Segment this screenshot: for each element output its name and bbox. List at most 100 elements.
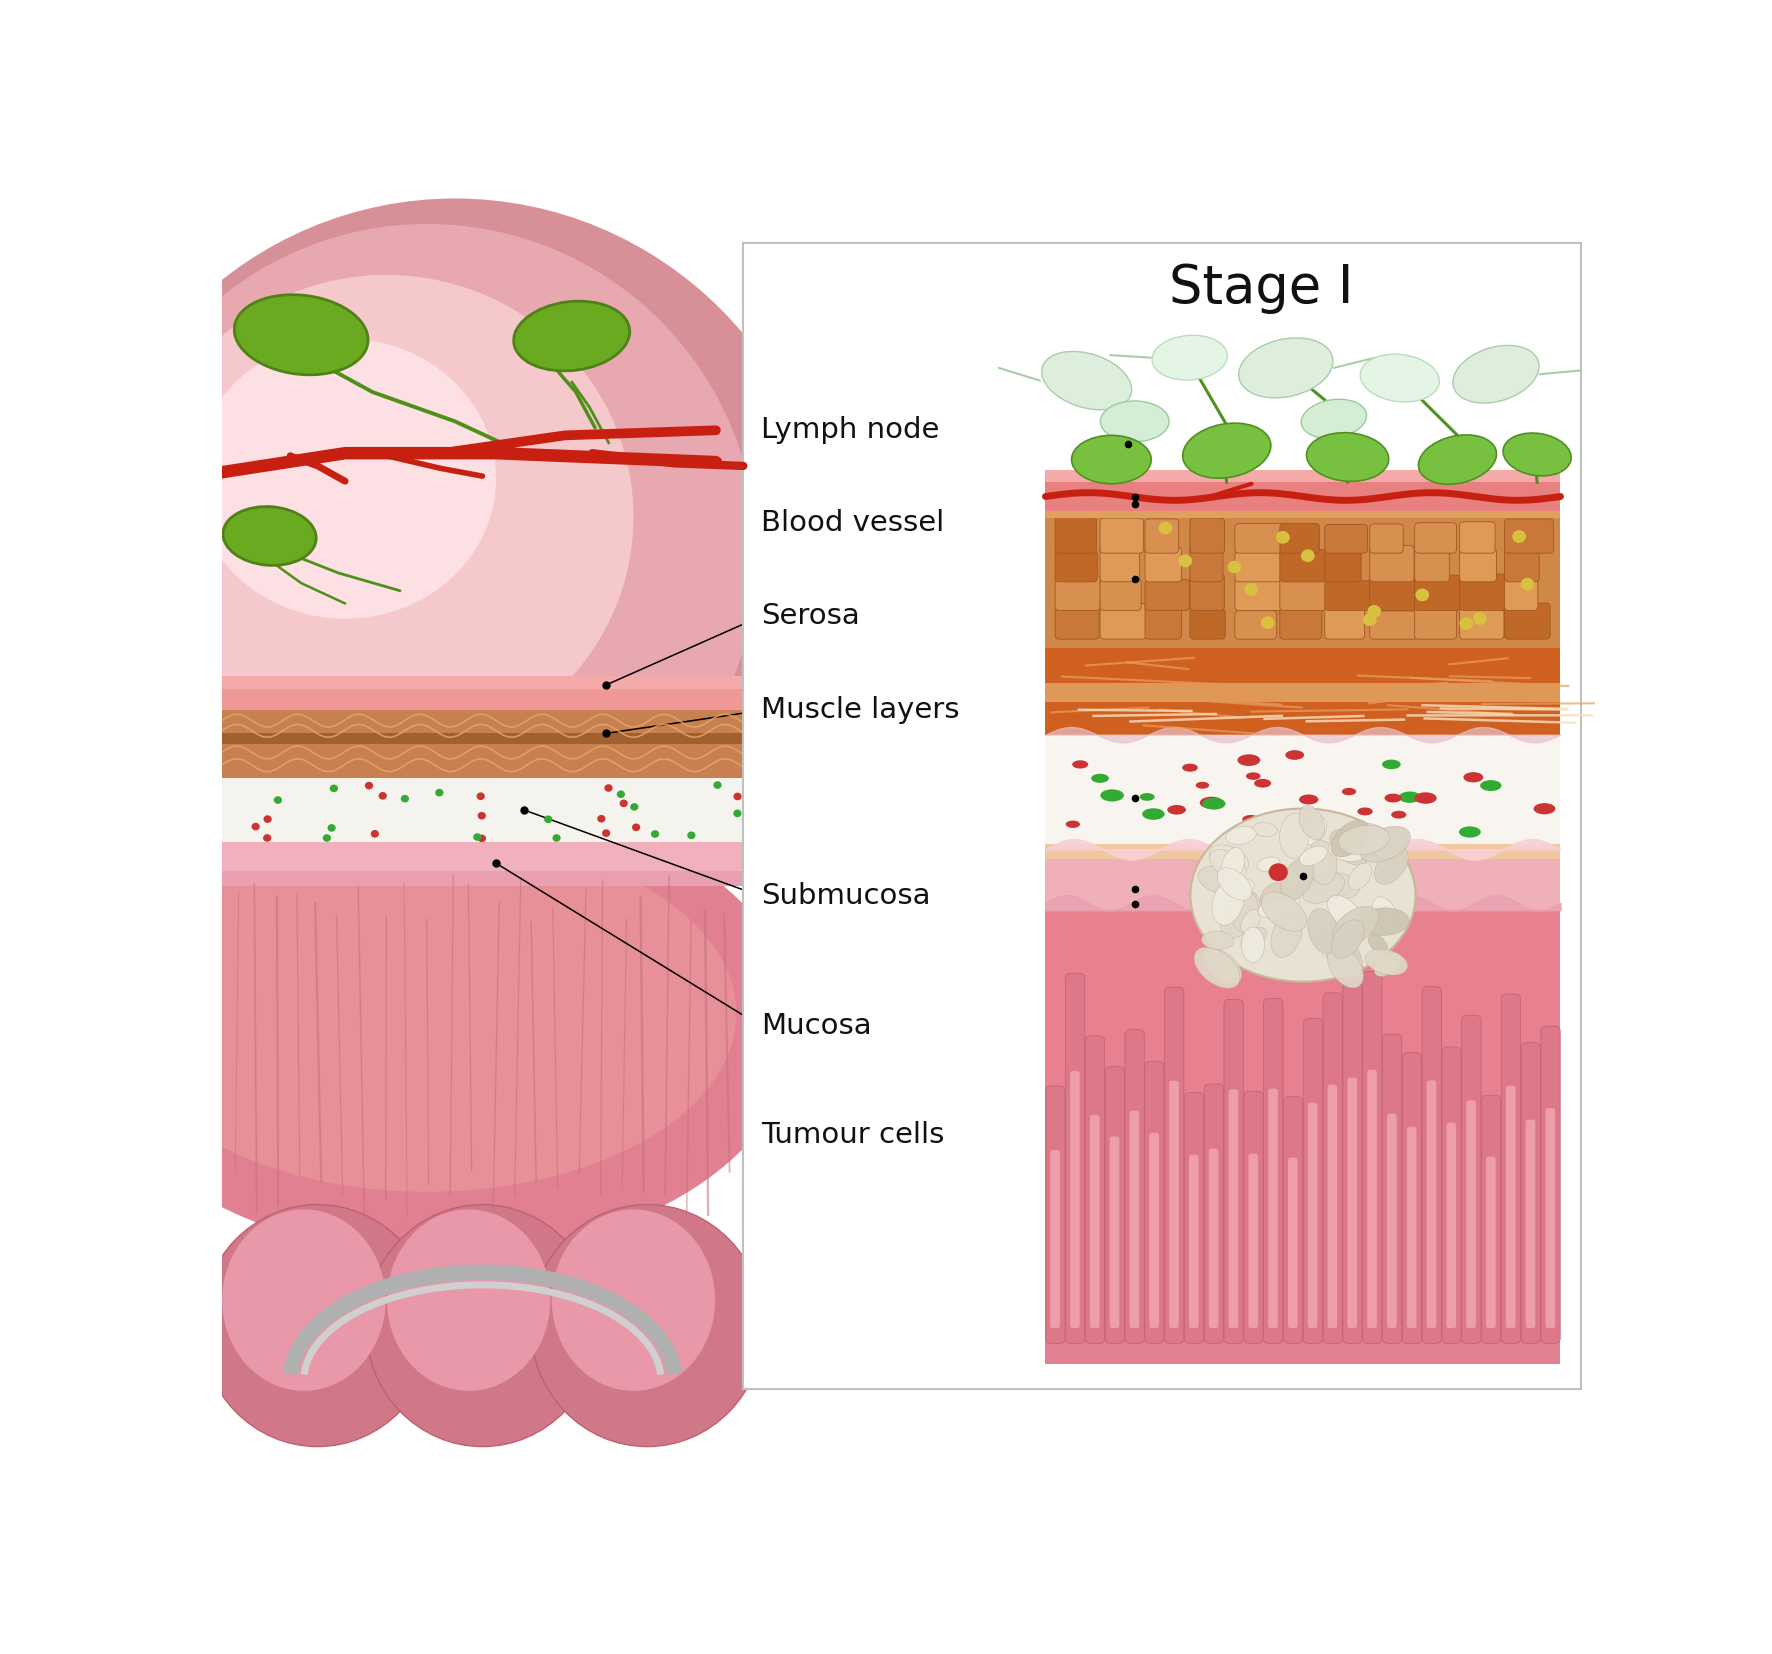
FancyBboxPatch shape xyxy=(1235,610,1278,638)
Ellipse shape xyxy=(1458,827,1481,837)
Ellipse shape xyxy=(1271,915,1302,958)
Bar xyxy=(1045,508,1561,518)
Bar xyxy=(1045,844,1561,860)
Ellipse shape xyxy=(1480,781,1501,791)
Polygon shape xyxy=(222,711,771,777)
Circle shape xyxy=(1473,612,1487,625)
Text: Blood vessel: Blood vessel xyxy=(762,509,944,538)
FancyBboxPatch shape xyxy=(1191,574,1224,610)
FancyBboxPatch shape xyxy=(1370,576,1418,610)
Ellipse shape xyxy=(1092,774,1109,782)
Ellipse shape xyxy=(1331,920,1364,958)
Circle shape xyxy=(688,832,695,839)
Circle shape xyxy=(1363,614,1377,627)
Ellipse shape xyxy=(1361,354,1439,402)
FancyBboxPatch shape xyxy=(1460,574,1506,610)
FancyBboxPatch shape xyxy=(1109,1136,1120,1328)
FancyBboxPatch shape xyxy=(1368,1070,1377,1328)
Circle shape xyxy=(604,784,613,792)
FancyBboxPatch shape xyxy=(1283,1097,1302,1343)
Ellipse shape xyxy=(1226,827,1256,845)
FancyBboxPatch shape xyxy=(1224,999,1244,1343)
Ellipse shape xyxy=(1503,433,1572,476)
FancyBboxPatch shape xyxy=(1370,546,1414,582)
FancyBboxPatch shape xyxy=(1504,549,1540,582)
Ellipse shape xyxy=(1375,847,1409,885)
Ellipse shape xyxy=(1464,772,1483,782)
Ellipse shape xyxy=(1333,906,1379,946)
Ellipse shape xyxy=(1308,908,1340,953)
Ellipse shape xyxy=(223,506,315,566)
Ellipse shape xyxy=(193,339,496,619)
Ellipse shape xyxy=(1338,825,1389,855)
Ellipse shape xyxy=(1306,433,1389,481)
FancyBboxPatch shape xyxy=(1100,604,1146,638)
Ellipse shape xyxy=(1285,867,1301,890)
Ellipse shape xyxy=(1348,863,1372,890)
Circle shape xyxy=(477,792,486,801)
FancyBboxPatch shape xyxy=(1145,519,1178,552)
FancyBboxPatch shape xyxy=(1249,1154,1258,1328)
Circle shape xyxy=(1301,549,1315,562)
FancyBboxPatch shape xyxy=(1423,986,1441,1343)
FancyBboxPatch shape xyxy=(1465,1100,1476,1328)
Ellipse shape xyxy=(1242,926,1265,963)
FancyBboxPatch shape xyxy=(1070,1072,1079,1328)
Ellipse shape xyxy=(1391,810,1407,819)
Ellipse shape xyxy=(365,1204,599,1447)
FancyBboxPatch shape xyxy=(1506,1085,1515,1328)
Ellipse shape xyxy=(1299,805,1325,840)
FancyBboxPatch shape xyxy=(1414,523,1457,552)
FancyBboxPatch shape xyxy=(1269,1088,1278,1328)
Ellipse shape xyxy=(1384,794,1402,802)
FancyBboxPatch shape xyxy=(1145,547,1182,582)
Ellipse shape xyxy=(551,1209,716,1391)
Ellipse shape xyxy=(1308,840,1336,885)
FancyBboxPatch shape xyxy=(1324,992,1343,1343)
FancyBboxPatch shape xyxy=(1460,523,1496,552)
FancyBboxPatch shape xyxy=(1446,1123,1457,1328)
FancyBboxPatch shape xyxy=(1487,1156,1496,1328)
FancyBboxPatch shape xyxy=(1145,1062,1164,1343)
Text: Muscle layers: Muscle layers xyxy=(762,696,960,724)
FancyBboxPatch shape xyxy=(1279,607,1322,638)
FancyBboxPatch shape xyxy=(1370,610,1418,638)
FancyBboxPatch shape xyxy=(1347,1077,1357,1328)
FancyBboxPatch shape xyxy=(1228,1090,1239,1328)
Ellipse shape xyxy=(1262,834,1279,842)
Bar xyxy=(1045,849,1561,910)
Circle shape xyxy=(379,792,386,799)
FancyBboxPatch shape xyxy=(1545,1108,1556,1328)
Ellipse shape xyxy=(1240,928,1267,949)
Ellipse shape xyxy=(1372,896,1398,931)
Ellipse shape xyxy=(1317,812,1340,825)
Ellipse shape xyxy=(1329,830,1368,865)
Ellipse shape xyxy=(1143,809,1164,820)
Ellipse shape xyxy=(1354,824,1398,858)
FancyBboxPatch shape xyxy=(1191,609,1224,638)
Ellipse shape xyxy=(1232,890,1258,933)
Ellipse shape xyxy=(1368,935,1387,954)
FancyBboxPatch shape xyxy=(1100,544,1139,582)
Circle shape xyxy=(544,815,553,824)
FancyBboxPatch shape xyxy=(1279,549,1327,582)
Ellipse shape xyxy=(1302,873,1345,903)
Bar xyxy=(1045,511,1561,648)
Text: Stage I: Stage I xyxy=(1170,261,1354,314)
Ellipse shape xyxy=(1315,923,1336,946)
FancyBboxPatch shape xyxy=(1244,1092,1263,1343)
Ellipse shape xyxy=(1267,885,1290,908)
Ellipse shape xyxy=(1042,351,1132,410)
FancyBboxPatch shape xyxy=(1370,524,1403,552)
Circle shape xyxy=(1416,589,1428,602)
FancyBboxPatch shape xyxy=(1460,547,1496,582)
FancyBboxPatch shape xyxy=(1090,1115,1100,1328)
Polygon shape xyxy=(222,733,771,744)
FancyBboxPatch shape xyxy=(1145,579,1189,610)
Ellipse shape xyxy=(1304,817,1327,845)
Ellipse shape xyxy=(1221,892,1260,938)
Ellipse shape xyxy=(514,301,629,370)
FancyBboxPatch shape xyxy=(1054,516,1097,552)
Ellipse shape xyxy=(1375,827,1407,860)
FancyBboxPatch shape xyxy=(1302,1019,1322,1343)
